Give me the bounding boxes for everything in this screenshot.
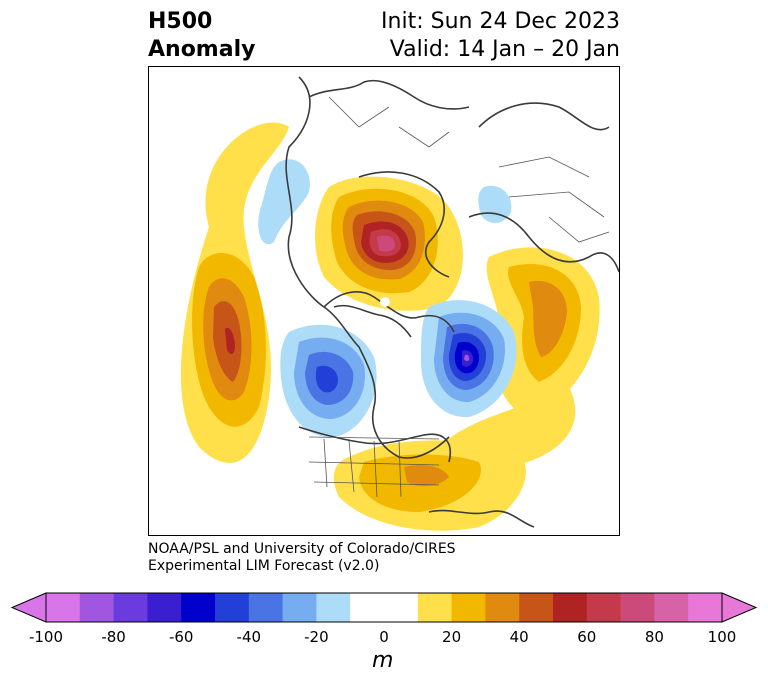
colorbar-segment bbox=[215, 593, 250, 622]
anomaly-map bbox=[148, 66, 620, 536]
colorbar-segment bbox=[384, 593, 419, 622]
colorbar-units: m bbox=[372, 648, 394, 673]
credit-text: NOAA/PSL and University of Colorado/CIRE… bbox=[148, 541, 456, 575]
title-variable: H500 bbox=[148, 9, 213, 34]
colorbar-tick-label: -20 bbox=[304, 628, 329, 646]
colorbar bbox=[10, 592, 758, 623]
colorbar-tick-label: 0 bbox=[379, 628, 389, 646]
colorbar-tick-label: 40 bbox=[509, 628, 529, 646]
colorbar-segment bbox=[282, 593, 317, 622]
credit-line-1: NOAA/PSL and University of Colorado/CIRE… bbox=[148, 541, 456, 557]
colorbar-tick-label: -60 bbox=[168, 628, 194, 646]
colorbar-segment bbox=[654, 593, 689, 622]
colorbar-tick-label: -100 bbox=[28, 628, 64, 646]
colorbar-segment bbox=[316, 593, 351, 622]
colorbar-tick-label: -80 bbox=[101, 628, 126, 646]
negative-anomaly-shading bbox=[258, 159, 517, 438]
colorbar-tick-label: 60 bbox=[577, 628, 597, 646]
north-pole-marker bbox=[380, 297, 390, 307]
colorbar-tick-label: 100 bbox=[707, 628, 737, 646]
colorbar-segment bbox=[181, 593, 216, 622]
colorbar-tick-label: -40 bbox=[236, 628, 262, 646]
title-right: Init: Sun 24 Dec 2023 Valid: 14 Jan – 20… bbox=[381, 8, 620, 64]
colorbar-extend-min bbox=[10, 592, 47, 623]
colorbar-segment bbox=[417, 593, 453, 622]
colorbar-extend-max bbox=[721, 592, 758, 623]
colorbar-segment bbox=[113, 593, 148, 622]
credit-line-2: Experimental LIM Forecast (v2.0) bbox=[148, 558, 380, 574]
title-anomaly: Anomaly bbox=[148, 37, 256, 62]
colorbar-tick-label: 20 bbox=[442, 628, 462, 646]
colorbar-segment bbox=[248, 593, 284, 622]
colorbar-segment bbox=[46, 593, 81, 622]
map-svg bbox=[180, 76, 619, 531]
political-borders bbox=[308, 96, 610, 498]
colorbar-segment bbox=[620, 593, 655, 622]
colorbar-segment bbox=[688, 593, 723, 622]
title-left: H500 Anomaly bbox=[148, 8, 255, 64]
colorbar-frame bbox=[45, 592, 723, 623]
colorbar-segment bbox=[79, 593, 115, 622]
coastlines bbox=[285, 76, 619, 528]
colorbar-segment bbox=[350, 593, 385, 622]
colorbar-segments bbox=[10, 592, 758, 623]
colorbar-tick-label: 80 bbox=[644, 628, 664, 646]
colorbar-segment bbox=[586, 593, 622, 622]
valid-range: Valid: 14 Jan – 20 Jan bbox=[389, 37, 620, 62]
colorbar-segment bbox=[553, 593, 588, 622]
init-date: Init: Sun 24 Dec 2023 bbox=[381, 9, 620, 34]
colorbar-segment bbox=[147, 593, 182, 622]
colorbar-segment bbox=[519, 593, 554, 622]
colorbar-segment bbox=[485, 593, 520, 622]
colorbar-segment bbox=[451, 593, 486, 622]
positive-anomaly-shading bbox=[180, 122, 600, 531]
